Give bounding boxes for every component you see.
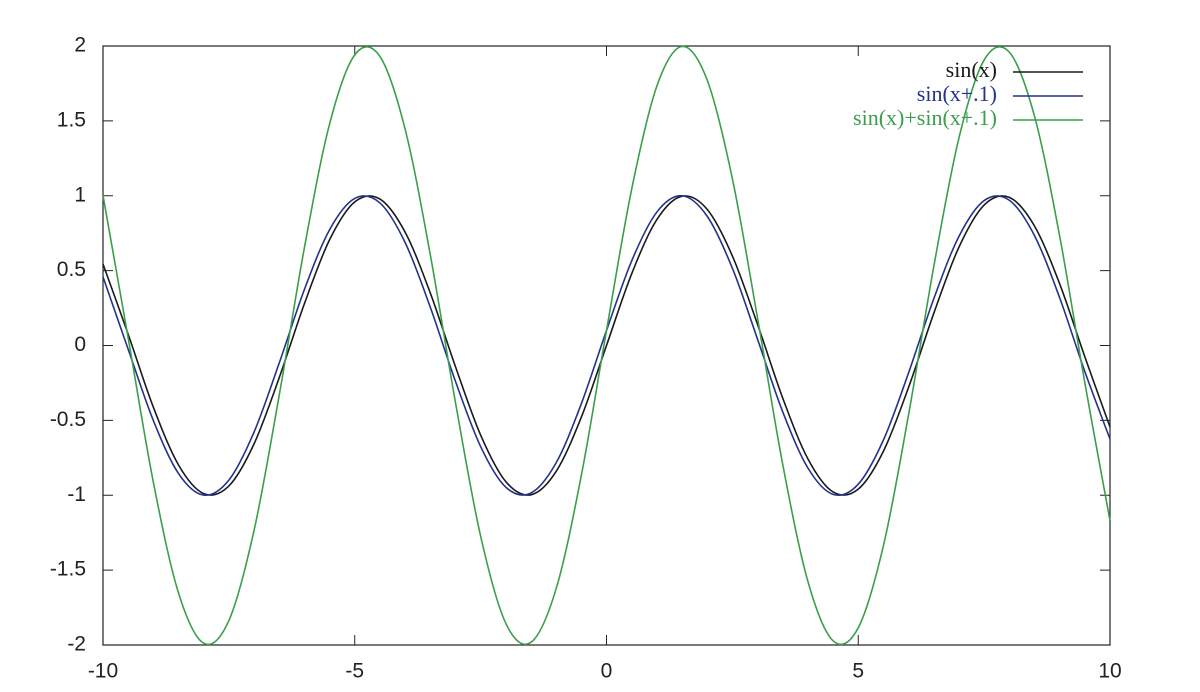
x-tick-label: -10 — [88, 660, 118, 683]
y-tick-label: -0.5 — [50, 408, 86, 431]
line-series — [102, 195, 1111, 496]
y-tick-label: 2 — [74, 34, 86, 57]
legend-label: sin(x+.1) — [917, 81, 997, 106]
legend-label: sin(x) — [946, 57, 997, 82]
y-tick-label: 1 — [74, 183, 86, 206]
y-tick-label: 0.5 — [57, 258, 86, 281]
x-tick-label: 0 — [601, 660, 613, 683]
y-tick-label: 0 — [74, 333, 86, 356]
y-tick-label: -1.5 — [50, 558, 86, 581]
y-tick-label: 1.5 — [57, 108, 86, 131]
line-series — [102, 45, 1111, 646]
x-tick-label: 5 — [852, 660, 864, 683]
x-tick-label: -5 — [345, 660, 364, 683]
x-tick-label: 10 — [1098, 660, 1121, 683]
legend-label: sin(x)+sin(x+.1) — [853, 105, 997, 130]
y-tick-label: -1 — [67, 483, 86, 506]
y-tick-label: -2 — [67, 633, 86, 656]
